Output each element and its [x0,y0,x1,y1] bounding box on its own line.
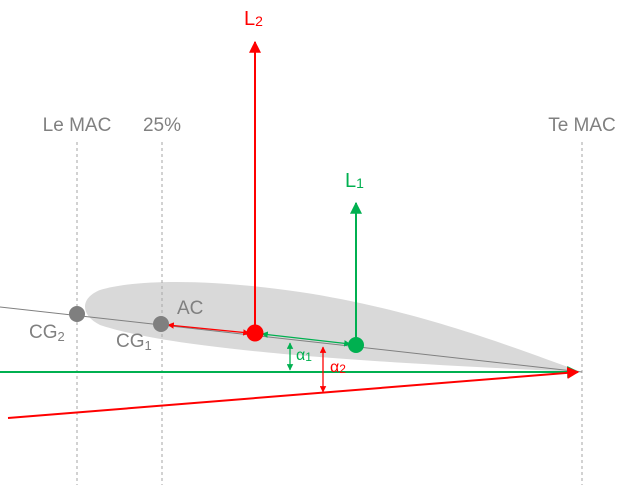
label-ac: AC [177,298,203,319]
label-alpha1-main: α [296,347,305,364]
label-alpha2: α2 [330,359,346,376]
label-l2-main: L [244,8,255,30]
label-l1-sub: 1 [356,175,364,191]
label-l2-sub: 2 [255,13,263,29]
label-cg2-main: CG [29,322,58,343]
label-te-mac: Te MAC [548,115,616,136]
label-quarter-chord: 25% [143,115,181,136]
label-cg1-main: CG [116,331,145,352]
label-alpha1: α1 [296,347,312,364]
label-cg1: CG1 [116,331,152,353]
relative-wind-red [7,366,580,419]
cp2-point [246,324,264,342]
label-le-mac: Le MAC [43,115,112,136]
label-alpha2-sub: 2 [339,362,346,376]
label-cg2-sub: 2 [58,329,65,344]
moment-arm-red [167,322,250,336]
label-cg1-sub: 1 [145,338,152,353]
cg2-point [69,306,85,322]
label-l1: L1 [345,170,364,192]
label-alpha2-main: α [330,359,339,376]
label-cg2: CG2 [29,322,65,344]
airfoil-shape [85,281,582,372]
label-l2: L2 [244,8,263,30]
cg1-point [153,316,169,332]
label-l1-main: L [345,170,356,192]
moment-arm-green [261,331,351,347]
cp1-point [348,337,364,353]
label-alpha1-sub: 1 [305,350,312,364]
